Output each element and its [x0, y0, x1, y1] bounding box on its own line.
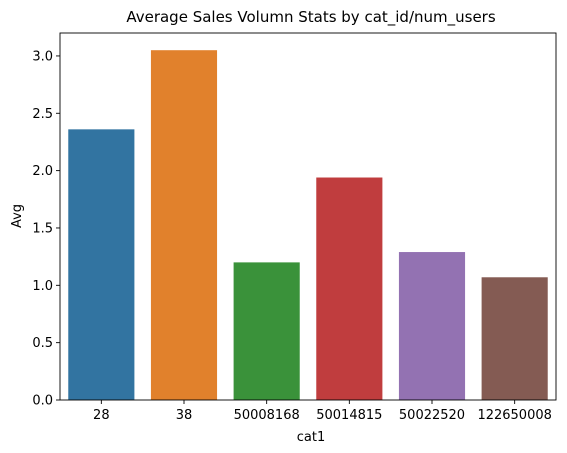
chart-title: Average Sales Volumn Stats by cat_id/num… — [126, 8, 496, 27]
y-tick-label: 1.5 — [32, 221, 53, 236]
x-tick-label: 28 — [93, 408, 110, 423]
axes-frame — [59, 32, 557, 401]
bar-38 — [150, 50, 218, 400]
y-tick-label: 0.5 — [32, 336, 53, 351]
y-tick-label: 1.0 — [32, 279, 53, 294]
bar-28 — [68, 129, 135, 400]
y-tick-label: 0.0 — [32, 394, 53, 409]
x-tick-label: 50008168 — [234, 408, 300, 423]
y-tick-label: 3.0 — [32, 49, 53, 64]
plot-area: 28 38 50008168 50014815 50022520 122650008 0.0… — [32, 32, 557, 423]
x-axis-label: cat1 — [297, 430, 325, 445]
bar-50022520 — [398, 252, 466, 400]
bar-50014815 — [316, 177, 383, 400]
y-tick-label: 2.5 — [32, 107, 53, 122]
y-axis-label: Avg — [10, 204, 25, 228]
x-tick-label: 50014815 — [316, 408, 382, 423]
x-tick-label: 122650008 — [477, 408, 551, 423]
bar-50008168 — [233, 262, 300, 401]
x-tick-label: 50022520 — [399, 408, 465, 423]
y-tick-label: 2.0 — [32, 164, 53, 179]
x-tick-label: 38 — [176, 408, 193, 423]
bar-122650008 — [481, 277, 548, 400]
